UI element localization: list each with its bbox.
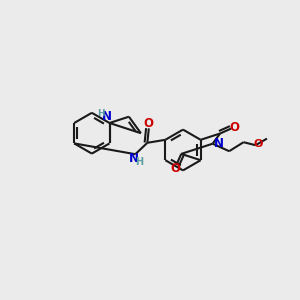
Text: O: O [229, 121, 239, 134]
Text: O: O [254, 139, 263, 149]
Text: N: N [101, 110, 112, 124]
Text: O: O [170, 162, 180, 175]
Text: H: H [136, 157, 144, 167]
Text: N: N [214, 136, 224, 150]
Text: H: H [97, 109, 105, 118]
Text: O: O [144, 117, 154, 130]
Text: N: N [128, 152, 139, 165]
